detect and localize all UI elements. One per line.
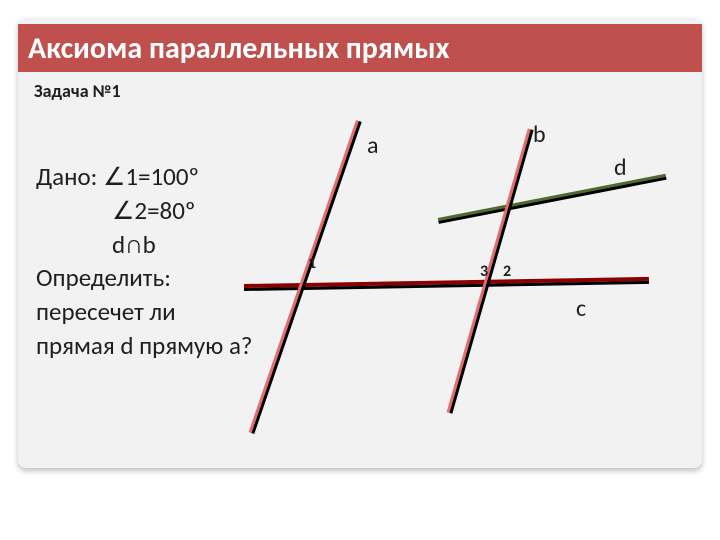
panel-clip: Аксиома параллельных прямых Задача №1 Да… bbox=[18, 18, 702, 468]
line-b bbox=[447, 129, 531, 413]
slide-stage: Аксиома параллельных прямых Задача №1 Да… bbox=[0, 0, 720, 540]
given-line-4: Определить: bbox=[36, 261, 253, 295]
angle-label-3: 3 bbox=[480, 262, 488, 281]
subtitle: Задача №1 bbox=[34, 80, 121, 102]
given-line-2: ∠2=80º bbox=[36, 194, 253, 228]
label-a: a bbox=[367, 131, 379, 160]
label-b: b bbox=[533, 120, 546, 149]
title-text: Аксиома параллельных прямых bbox=[28, 30, 449, 67]
label-c: c bbox=[576, 294, 586, 323]
given-line-5: пересечет ли bbox=[36, 295, 253, 329]
angle-label-2: 2 bbox=[503, 262, 511, 281]
content-panel: Аксиома параллельных прямых Задача №1 Да… bbox=[18, 18, 702, 468]
title-bar: Аксиома параллельных прямых bbox=[18, 24, 702, 72]
line-a bbox=[249, 120, 359, 433]
given-block: Дано: ∠1=100º ∠2=80º d∩b Определить: пер… bbox=[36, 160, 253, 363]
label-d: d bbox=[614, 153, 627, 182]
given-line-6: прямая d прямую a? bbox=[36, 329, 253, 363]
given-line-1: Дано: ∠1=100º bbox=[36, 160, 253, 194]
given-line-3: d∩b bbox=[36, 228, 253, 262]
line-d bbox=[438, 174, 666, 221]
angle-label-1: 1 bbox=[308, 254, 316, 273]
